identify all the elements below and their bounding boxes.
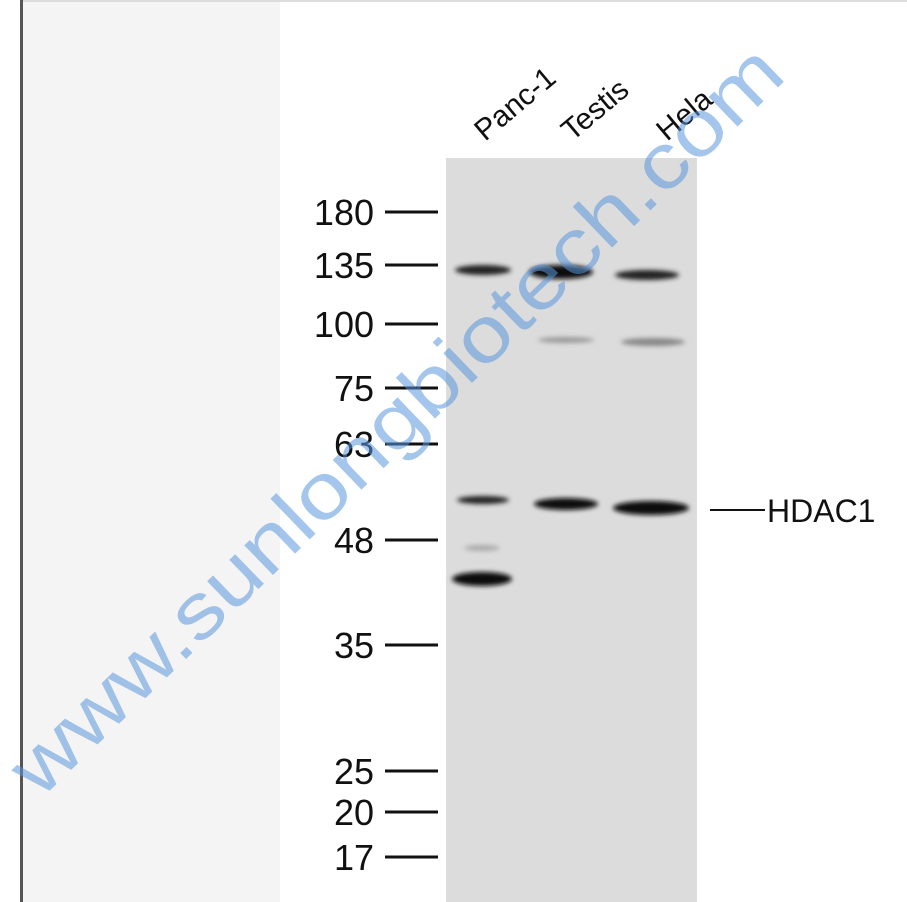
band bbox=[538, 337, 594, 343]
band bbox=[621, 338, 685, 346]
band bbox=[615, 270, 679, 280]
marker-label: 25 bbox=[334, 751, 374, 792]
marker-label: 135 bbox=[314, 245, 374, 286]
marker-label: 17 bbox=[334, 837, 374, 878]
band-label: HDAC1 bbox=[767, 493, 875, 529]
band bbox=[452, 572, 512, 586]
marker-label: 20 bbox=[334, 792, 374, 833]
figure: HDAC1 18013510075634835252017Panc-1Testi… bbox=[0, 0, 907, 902]
marker-label: 35 bbox=[334, 625, 374, 666]
band bbox=[534, 498, 598, 510]
marker-label: 180 bbox=[314, 192, 374, 233]
band bbox=[464, 545, 500, 551]
band bbox=[457, 496, 509, 504]
marker-label: 100 bbox=[314, 304, 374, 345]
top-border bbox=[23, 0, 907, 2]
band bbox=[613, 501, 689, 515]
